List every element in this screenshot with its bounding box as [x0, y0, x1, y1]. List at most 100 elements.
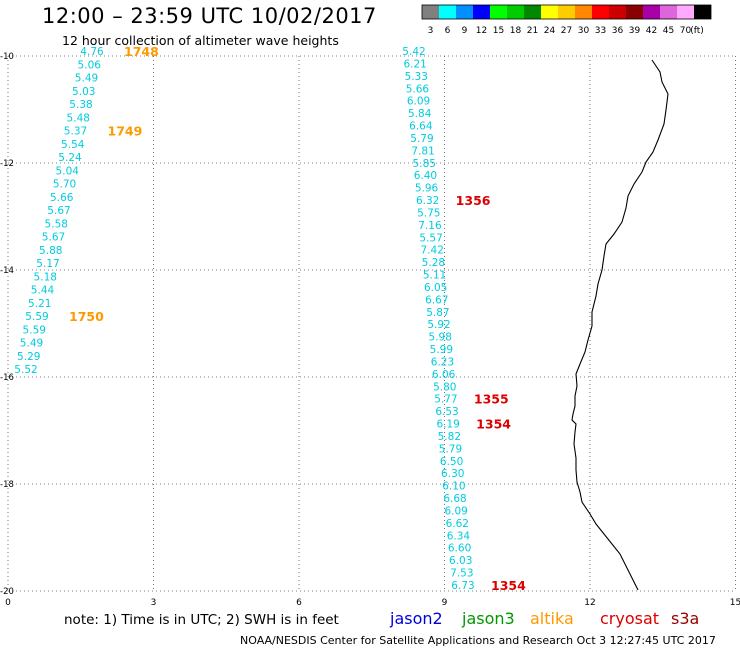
wave-height-value: 6.68: [443, 493, 466, 505]
wave-height-value: 7.81: [411, 145, 434, 157]
wave-height-value: 5.33: [405, 71, 428, 83]
wave-height-value: 5.75: [417, 207, 440, 219]
wave-height-value: 5.52: [14, 364, 37, 376]
colorbar-swatch: [541, 5, 558, 19]
colorbar-swatch: [524, 5, 541, 19]
wave-height-value: 7.16: [418, 220, 442, 232]
legend-altika: altika: [530, 609, 574, 628]
latitude-tick-label: -12: [0, 159, 14, 169]
legend-jason3: jason3: [462, 609, 515, 628]
wave-height-value: 5.17: [36, 258, 59, 270]
wave-height-value: 6.21: [403, 58, 426, 70]
colorbar-swatch: [439, 5, 456, 19]
colorbar-tick-label: 18: [510, 26, 522, 36]
colorbar-tick-label: 70: [680, 26, 692, 36]
wave-height-value: 5.21: [28, 298, 51, 310]
wave-height-value: 6.10: [442, 481, 465, 493]
altimeter-tracks: 4.765.065.495.035.385.485.375.545.245.04…: [14, 44, 526, 593]
wave-height-value: 6.40: [414, 170, 437, 182]
latitude-tick-label: -20: [0, 587, 14, 597]
pass-time-label: 1748: [124, 44, 159, 59]
latitude-tick-label: -16: [0, 373, 14, 383]
legend-jason2: jason2: [390, 609, 443, 628]
wave-height-value: 5.49: [20, 338, 43, 350]
african-coastline: [571, 59, 669, 591]
latitude-tick-label: -14: [0, 266, 14, 276]
wave-height-value: 5.84: [408, 108, 432, 120]
colorbar-swatch: [575, 5, 592, 19]
colorbar-tick-label: 21: [527, 26, 538, 36]
colorbar-swatch: [609, 5, 626, 19]
wave-height-value: 5.48: [67, 112, 90, 124]
colorbar-tick-label: 15: [493, 26, 504, 36]
wave-height-value: 5.04: [56, 165, 80, 177]
wave-height-value: 5.82: [438, 431, 461, 443]
wave-height-value: 6.05: [424, 282, 447, 294]
wave-height-value: 5.79: [410, 133, 433, 145]
longitude-tick-label: 0: [5, 598, 11, 608]
wave-height-value: 5.37: [64, 126, 87, 138]
colorbar-tick-label: 39: [629, 26, 641, 36]
wave-height-value: 5.28: [422, 257, 445, 269]
latitude-tick-label: -18: [0, 480, 14, 490]
longitude-tick-label: 9: [442, 598, 448, 608]
longitude-tick-label: 3: [151, 598, 157, 608]
wave-height-value: 5.80: [433, 381, 456, 393]
colorbar-swatch: [490, 5, 507, 19]
colorbar-swatch: [694, 5, 711, 19]
wave-height-value: 5.92: [427, 319, 450, 331]
map-subtitle: 12 hour collection of altimeter wave hei…: [62, 33, 339, 48]
colorbar-swatch: [660, 5, 677, 19]
colorbar-swatch: [422, 5, 439, 19]
wave-height-value: 5.49: [75, 73, 98, 85]
wave-height-value: 5.85: [413, 158, 436, 170]
colorbar-tick-label: 9: [462, 26, 468, 36]
colorbar-swatch: [507, 5, 524, 19]
pass-time-label: 1355: [474, 392, 509, 407]
wave-height-value: 5.87: [426, 307, 449, 319]
pass-time-label: 1354: [476, 417, 511, 432]
wave-height-value: 5.18: [34, 271, 57, 283]
wave-height-value: 5.38: [69, 99, 92, 111]
wave-height-value: 5.70: [53, 179, 76, 191]
wave-height-value: 7.53: [450, 568, 473, 580]
colorbar-swatch: [592, 5, 609, 19]
wave-height-value: 5.57: [419, 232, 442, 244]
wave-height-value: 5.24: [58, 152, 82, 164]
colorbar-tick-label: 30: [578, 26, 590, 36]
legend-s3a: s3a: [671, 609, 700, 628]
colorbar-tick-label: 42: [646, 26, 657, 36]
map-grid: 0 3 6 9 12 15 -10 -12 -14 -16 -18 -20: [0, 52, 740, 608]
wave-height-value: 6.09: [407, 96, 430, 108]
colorbar-tick-label: 12: [476, 26, 487, 36]
wave-height-value: 5.96: [415, 183, 439, 195]
wave-height-value: 6.23: [431, 356, 454, 368]
colorbar-tick-label: 33: [595, 26, 606, 36]
map-title: 12:00 – 23:59 UTC 10/02/2017: [42, 4, 377, 28]
wave-height-value: 5.66: [50, 192, 74, 204]
pass-time-label: 1356: [456, 193, 491, 208]
longitude-tick-label: 6: [296, 598, 302, 608]
wave-height-value: 5.06: [78, 59, 102, 71]
wave-height-value: 5.99: [430, 344, 453, 356]
wave-height-value: 5.67: [47, 205, 70, 217]
wave-height-value: 5.66: [406, 83, 430, 95]
wave-height-value: 5.77: [434, 394, 457, 406]
legend-cryosat: cryosat: [600, 609, 660, 628]
wave-height-value: 5.59: [23, 324, 46, 336]
wave-height-value: 6.09: [444, 505, 467, 517]
wave-height-value: 6.67: [425, 294, 448, 306]
colorbar-tick-label: 3: [428, 26, 434, 36]
wave-height-value: 5.59: [25, 311, 48, 323]
colorbar-swatch: [677, 5, 694, 19]
wave-height-value: 6.50: [440, 456, 463, 468]
wave-height-value: 6.64: [409, 121, 433, 133]
pass-time-label: 1750: [69, 309, 104, 324]
wave-height-value: 5.11: [423, 270, 446, 282]
wave-height-value: 5.98: [429, 332, 452, 344]
wave-height-value: 4.76: [80, 46, 104, 58]
wave-height-value: 5.54: [61, 139, 85, 151]
wave-height-value: 6.34: [447, 530, 471, 542]
wave-height-value: 5.67: [42, 232, 65, 244]
